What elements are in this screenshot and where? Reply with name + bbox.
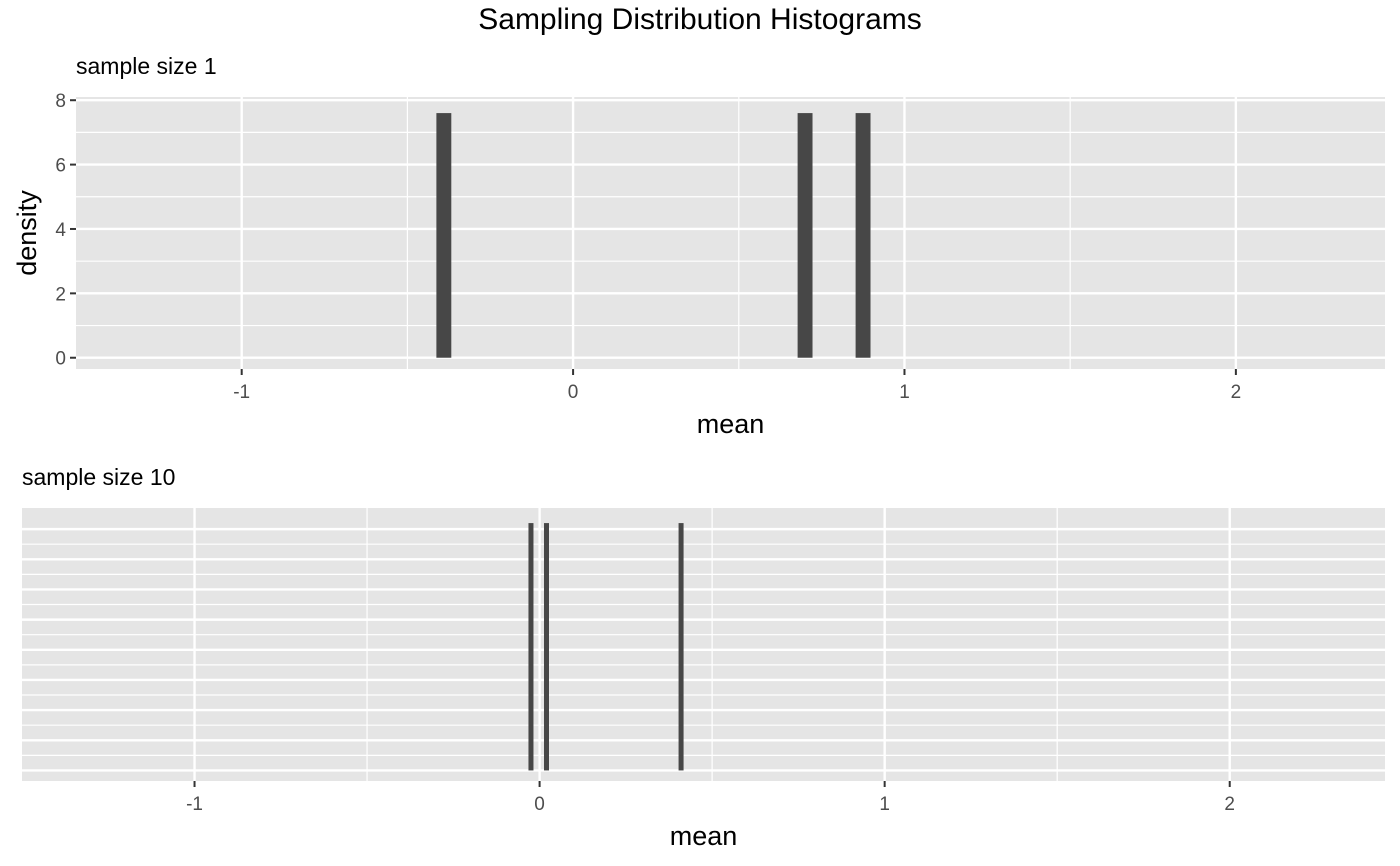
x-tick-label: 2 [1231, 382, 1242, 403]
x-tick-label: 0 [534, 794, 545, 815]
x-tick-label: -1 [186, 794, 203, 815]
panel-background [76, 97, 1385, 369]
y-axis-title: density [12, 190, 42, 276]
histogram-bar [855, 113, 871, 358]
x-tick-label: -1 [233, 382, 250, 403]
panel1-title: sample size 1 [76, 53, 217, 79]
histogram-bar [436, 113, 452, 358]
x-axis-title: mean [697, 409, 765, 439]
y-tick-label: 8 [55, 91, 66, 112]
y-tick-label: 4 [55, 220, 66, 241]
panel-2: -1 0 1 2 mean [22, 508, 1385, 851]
panel2-title: sample size 10 [22, 464, 176, 490]
panel-background [22, 508, 1385, 781]
histogram-bar [797, 113, 813, 358]
page-title: Sampling Distribution Histograms [478, 3, 922, 36]
histogram-bar [528, 523, 534, 771]
x-tick-label: 1 [879, 794, 890, 815]
y-tick-label: 0 [55, 349, 66, 370]
x-tick-label: 2 [1224, 794, 1235, 815]
y-tick-label: 2 [55, 284, 66, 305]
y-tick-label: 6 [55, 156, 66, 177]
panel-1: -1 0 1 2 0 2 4 6 8 mean density [12, 91, 1385, 439]
x-axis-title: mean [670, 821, 738, 851]
x-tick-label: 0 [568, 382, 579, 403]
histogram-bar [543, 523, 549, 771]
histogram-bar [678, 523, 684, 771]
x-tick-label: 1 [899, 382, 910, 403]
